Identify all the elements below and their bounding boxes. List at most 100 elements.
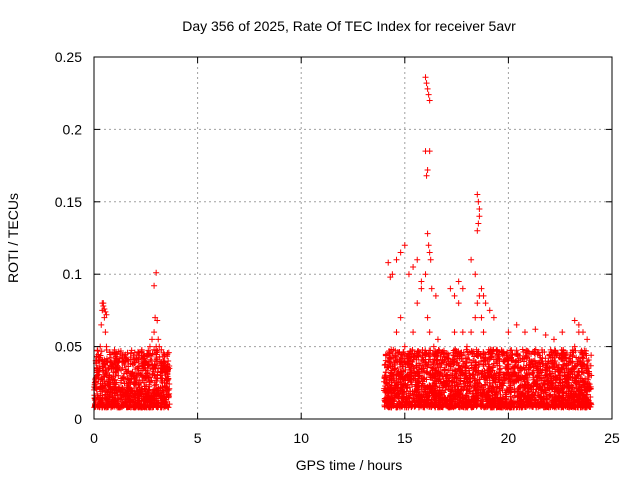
data-point [567,351,574,358]
data-point [466,356,473,363]
data-point [426,329,433,336]
data-point [567,358,574,365]
data-point [572,362,579,369]
data-point [148,393,155,400]
data-point [475,220,482,227]
data-point [501,403,508,410]
data-point [449,403,456,410]
grid-lines [94,57,612,419]
data-point [140,365,147,372]
data-point [426,97,433,104]
data-point [470,394,477,401]
data-point [433,350,440,357]
data-point [484,388,491,395]
data-point [417,393,424,400]
data-point [126,384,133,391]
data-point [530,374,537,381]
data-point [560,404,567,411]
data-point [437,372,444,379]
data-point [548,379,555,386]
data-point [467,398,474,405]
y-tick-label: 0 [74,411,82,427]
data-point [401,343,408,350]
data-point [505,329,512,336]
data-point [427,356,434,363]
data-point [584,376,591,383]
x-tick-label: 20 [501,430,517,446]
data-point [385,400,392,407]
data-point [508,388,515,395]
data-point [151,382,158,389]
data-point [156,353,163,360]
data-point [447,399,454,406]
data-point [138,372,145,379]
data-point [542,332,549,339]
data-point [552,347,559,354]
data-point [422,271,429,278]
data-point [443,350,450,357]
data-point [424,85,431,92]
data-point [92,396,99,403]
data-point [166,381,173,388]
data-point [132,404,139,411]
data-point [424,393,431,400]
data-point [525,390,532,397]
data-point [436,347,443,354]
data-point [577,361,584,368]
data-point [441,379,448,386]
data-point [128,356,135,363]
data-point [397,369,404,376]
data-point [148,377,155,384]
data-point [403,372,410,379]
data-point [392,384,399,391]
data-point [524,371,531,378]
data-point [160,395,167,402]
data-point [474,300,481,307]
data-point [406,366,413,373]
data-point [396,349,403,356]
data-point [499,379,506,386]
data-point [449,372,456,379]
data-point [412,381,419,388]
data-point [420,403,427,410]
data-point [497,391,504,398]
data-point [496,374,503,381]
data-point [524,379,531,386]
data-point [570,366,577,373]
data-point [414,256,421,263]
data-point [142,358,149,365]
data-point [503,393,510,400]
data-point [542,403,549,410]
data-point [425,350,432,357]
data-point [105,365,112,372]
data-point [164,377,171,384]
data-point [555,372,562,379]
data-point [115,384,122,391]
data-point [523,355,530,362]
data-point [472,271,479,278]
data-point [489,404,496,411]
data-point [492,358,499,365]
data-point [541,348,548,355]
data-point [513,347,520,354]
data-point [418,383,425,390]
data-point [390,346,397,353]
data-point [144,370,150,377]
data-point [581,404,588,411]
data-point [559,397,566,404]
data-point [146,343,153,350]
data-point [532,326,539,333]
data-point [429,392,436,399]
data-point [401,242,408,249]
data-point [486,361,493,368]
data-point [580,355,587,362]
data-point [523,370,530,377]
data-point [530,358,537,365]
data-point [572,391,579,398]
data-point [490,384,497,391]
data-point [432,383,439,390]
y-tick-label: 0.1 [63,266,83,282]
data-point [425,353,432,360]
data-point [554,386,561,393]
data-point [123,393,130,400]
